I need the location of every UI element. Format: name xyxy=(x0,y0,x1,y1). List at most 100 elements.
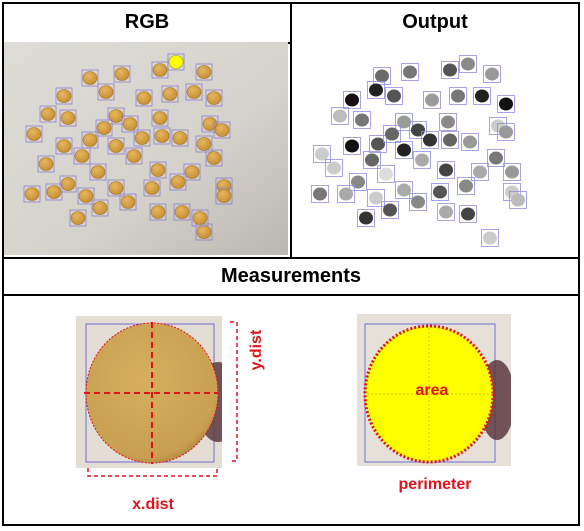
segmented-seed xyxy=(463,135,477,149)
bounding-box xyxy=(367,81,385,99)
bounding-box xyxy=(373,67,391,85)
seed xyxy=(60,111,76,125)
segmented-seed xyxy=(345,139,359,153)
seed xyxy=(40,107,56,121)
bounding-box xyxy=(97,83,115,101)
bounding-box xyxy=(185,83,203,101)
bounding-box xyxy=(183,163,201,181)
segmented-seed xyxy=(397,143,411,157)
segmented-seed xyxy=(473,165,487,179)
seed xyxy=(98,85,114,99)
bounding-box xyxy=(353,111,371,129)
figure-frame: RGB Output Measurements xyxy=(2,2,580,526)
bounding-box xyxy=(413,151,431,169)
seed xyxy=(56,89,72,103)
segmented-seed xyxy=(499,97,513,111)
segmented-seed xyxy=(355,113,369,127)
output-header: Output xyxy=(402,11,468,33)
bounding-box xyxy=(449,87,467,105)
seed xyxy=(108,139,124,153)
segmented-seed xyxy=(345,93,359,107)
bounding-box xyxy=(69,209,87,227)
segmented-seed xyxy=(441,115,455,129)
segmented-seed xyxy=(371,137,385,151)
bounding-box xyxy=(143,179,161,197)
seed xyxy=(74,149,90,163)
bounding-box xyxy=(363,151,381,169)
bounding-box xyxy=(205,149,223,167)
bounding-box xyxy=(153,127,171,145)
segmented-seed xyxy=(443,63,457,77)
segmented-seed xyxy=(485,67,499,81)
bounding-box xyxy=(215,187,233,205)
area-label: area xyxy=(415,382,449,399)
segmented-seed xyxy=(403,65,417,79)
bounding-box xyxy=(497,95,515,113)
bounding-box xyxy=(367,189,385,207)
segmented-seed xyxy=(327,161,341,175)
seed-closeup-area xyxy=(357,314,511,466)
bounding-box xyxy=(385,87,403,105)
seed xyxy=(174,205,190,219)
bounding-box xyxy=(381,201,399,219)
seed xyxy=(154,129,170,143)
segmented-seed xyxy=(439,205,453,219)
bounding-box xyxy=(459,205,477,223)
bounding-box xyxy=(95,119,113,137)
seed xyxy=(82,133,98,147)
bounding-box xyxy=(331,107,349,125)
bounding-box xyxy=(313,145,331,163)
seed xyxy=(60,177,76,191)
seed xyxy=(162,87,178,101)
seed xyxy=(184,165,200,179)
seed xyxy=(206,91,222,105)
seed xyxy=(126,149,142,163)
segmented-seed xyxy=(451,89,465,103)
bounding-box xyxy=(133,129,151,147)
bounding-box xyxy=(191,209,209,227)
bounding-box xyxy=(343,91,361,109)
seed xyxy=(170,175,186,189)
bounding-box xyxy=(161,85,179,103)
seed xyxy=(120,195,136,209)
segmented-seed xyxy=(369,83,383,97)
segmented-seed xyxy=(411,123,425,137)
seed xyxy=(196,65,212,79)
bounding-box xyxy=(195,63,213,81)
bounding-box xyxy=(357,209,375,227)
dimension-brackets xyxy=(87,321,238,477)
segmented-seed xyxy=(383,203,397,217)
bounding-box xyxy=(107,179,125,197)
bounding-box xyxy=(395,141,413,159)
bounding-box xyxy=(173,203,191,221)
seed xyxy=(122,117,138,131)
seed xyxy=(90,165,106,179)
bounding-box xyxy=(121,115,139,133)
bounding-box xyxy=(395,113,413,131)
segmented-seed xyxy=(379,167,393,181)
seed xyxy=(70,211,86,225)
bounding-box xyxy=(423,91,441,109)
bounding-box xyxy=(89,163,107,181)
seed xyxy=(150,205,166,219)
segmented-seed xyxy=(433,185,447,199)
bounding-box xyxy=(441,61,459,79)
segmented-seed xyxy=(475,89,489,103)
bounding-box xyxy=(441,131,459,149)
bounding-box xyxy=(437,203,455,221)
output-image xyxy=(292,42,578,255)
bounding-box xyxy=(483,65,501,83)
segmented-seed xyxy=(505,165,519,179)
seed xyxy=(150,163,166,177)
bounding-box xyxy=(39,105,57,123)
bounding-box xyxy=(473,87,491,105)
bounding-box xyxy=(457,177,475,195)
bounding-box xyxy=(337,185,355,203)
bounding-box xyxy=(471,163,489,181)
seed xyxy=(202,117,218,131)
bounding-box xyxy=(509,191,527,209)
seed xyxy=(108,109,124,123)
bounding-box xyxy=(383,125,401,143)
seed xyxy=(26,127,42,141)
segmented-seed xyxy=(459,179,473,193)
